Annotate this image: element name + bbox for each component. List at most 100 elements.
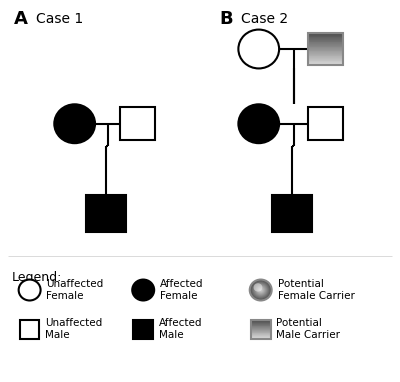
Bar <box>308 38 342 39</box>
Ellipse shape <box>259 288 262 292</box>
Text: Unaffected
Male: Unaffected Male <box>45 318 102 340</box>
Bar <box>251 335 270 336</box>
Bar <box>308 107 342 140</box>
Bar <box>251 337 270 338</box>
Bar <box>308 35 342 36</box>
Bar <box>251 336 270 337</box>
Bar <box>308 59 342 60</box>
Ellipse shape <box>251 281 270 299</box>
Bar <box>251 325 270 327</box>
Bar <box>251 324 270 325</box>
Ellipse shape <box>254 283 268 297</box>
Bar <box>251 328 270 329</box>
Bar <box>251 322 270 323</box>
Bar <box>251 320 270 338</box>
Bar <box>308 56 342 57</box>
Bar <box>251 319 270 320</box>
Text: Case 2: Case 2 <box>241 12 288 26</box>
Ellipse shape <box>254 283 262 291</box>
Bar <box>308 53 342 54</box>
Bar <box>308 64 342 65</box>
Text: Unaffected
Female: Unaffected Female <box>46 279 104 301</box>
Bar <box>308 52 342 53</box>
Ellipse shape <box>238 29 279 68</box>
Bar <box>251 333 270 334</box>
Bar <box>308 63 342 65</box>
Bar <box>120 107 154 140</box>
Bar <box>251 330 270 331</box>
Bar <box>308 32 342 65</box>
Bar <box>308 57 342 58</box>
Ellipse shape <box>256 286 265 294</box>
Ellipse shape <box>252 281 270 299</box>
Text: A: A <box>14 10 28 28</box>
Ellipse shape <box>254 284 267 296</box>
Bar <box>251 331 270 332</box>
Bar <box>251 321 270 322</box>
Ellipse shape <box>252 282 269 298</box>
Bar <box>134 320 153 338</box>
Bar <box>308 45 342 47</box>
Bar <box>308 60 342 62</box>
Bar <box>308 41 342 42</box>
Ellipse shape <box>258 287 264 293</box>
Bar <box>251 327 270 328</box>
Bar <box>251 326 270 327</box>
Bar <box>308 33 342 34</box>
Ellipse shape <box>258 288 263 293</box>
Bar <box>308 46 342 47</box>
Ellipse shape <box>260 289 262 291</box>
Bar <box>308 44 342 45</box>
Bar <box>308 51 342 52</box>
Ellipse shape <box>253 283 268 297</box>
Ellipse shape <box>19 280 40 301</box>
Bar <box>308 32 342 33</box>
Bar <box>308 36 342 37</box>
Bar <box>251 331 270 332</box>
Bar <box>251 329 270 330</box>
Bar <box>308 50 342 52</box>
Ellipse shape <box>258 288 263 292</box>
Bar <box>20 320 40 338</box>
Ellipse shape <box>257 286 265 294</box>
Ellipse shape <box>260 289 262 291</box>
Text: Potential
Female Carrier: Potential Female Carrier <box>278 279 354 301</box>
Bar <box>251 320 270 321</box>
Bar <box>251 324 270 325</box>
Bar <box>272 195 312 232</box>
Ellipse shape <box>250 280 272 301</box>
Text: Case 1: Case 1 <box>36 12 83 26</box>
Bar <box>251 329 270 330</box>
Text: Legend:: Legend: <box>12 271 62 284</box>
Bar <box>251 334 270 335</box>
Ellipse shape <box>255 285 266 295</box>
Bar <box>251 323 270 324</box>
Bar <box>308 48 342 49</box>
Ellipse shape <box>54 104 95 143</box>
Bar <box>251 330 270 331</box>
Bar <box>308 49 342 51</box>
Ellipse shape <box>238 104 279 143</box>
Bar <box>251 321 270 322</box>
Ellipse shape <box>250 280 271 300</box>
Bar <box>308 43 342 44</box>
Ellipse shape <box>259 289 262 291</box>
Bar <box>308 40 342 42</box>
Bar <box>251 325 270 326</box>
Ellipse shape <box>256 285 266 295</box>
Ellipse shape <box>257 286 264 293</box>
Ellipse shape <box>251 281 270 299</box>
Ellipse shape <box>132 280 154 301</box>
Bar <box>308 34 342 35</box>
Bar <box>308 36 342 37</box>
Bar <box>251 333 270 334</box>
Bar <box>308 47 342 48</box>
Bar <box>251 323 270 324</box>
Ellipse shape <box>254 284 267 296</box>
Bar <box>251 327 270 328</box>
Ellipse shape <box>255 285 266 296</box>
Bar <box>308 61 342 62</box>
Text: Potential
Male Carrier: Potential Male Carrier <box>276 318 340 340</box>
Ellipse shape <box>250 280 271 300</box>
Ellipse shape <box>256 285 266 295</box>
